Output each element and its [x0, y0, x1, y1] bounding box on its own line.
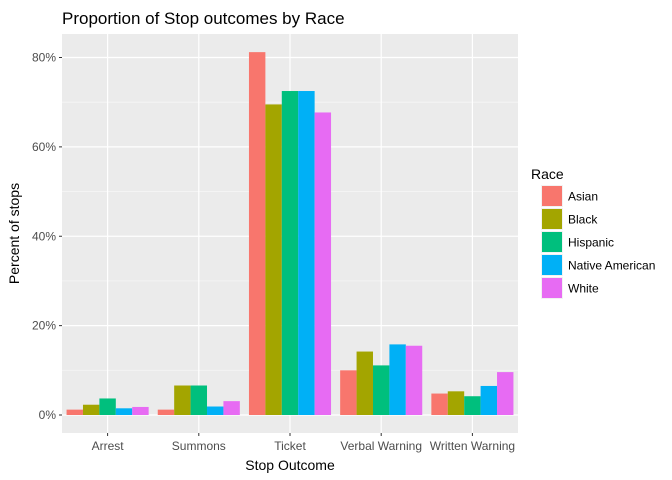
- x-tick-label: Written Warning: [430, 439, 515, 453]
- chart-title: Proportion of Stop outcomes by Race: [62, 9, 345, 28]
- bar-written-warning-black: [447, 391, 465, 415]
- legend-swatch: [542, 186, 562, 206]
- legend-title: Race: [531, 166, 564, 182]
- y-tick-label: 40%: [32, 229, 56, 243]
- bar-arrest-native-american: [115, 408, 133, 415]
- bar-verbal-warning-asian: [340, 370, 357, 415]
- bar-summons-white: [223, 401, 240, 415]
- bar-arrest-hispanic: [99, 398, 116, 415]
- x-tick-label: Arrest: [92, 439, 125, 453]
- y-axis-title: Percent of stops: [6, 183, 22, 284]
- bar-summons-native-american: [207, 406, 224, 415]
- legend-label: Hispanic: [568, 236, 614, 250]
- legend: Race Asian Black Hispanic Native American Wh…: [531, 166, 655, 299]
- bar-ticket-black: [265, 104, 282, 415]
- bar-arrest-asian: [66, 409, 83, 415]
- bar-summons-hispanic: [190, 385, 208, 415]
- bars: [66, 52, 514, 415]
- legend-swatch: [542, 255, 562, 275]
- y-tick-label: 80%: [32, 51, 56, 65]
- x-axis: Arrest Summons Ticket Verbal Warning Written…: [92, 433, 515, 453]
- bar-summons-black: [174, 385, 191, 415]
- bar-written-warning-hispanic: [464, 396, 481, 415]
- bar-verbal-warning-white: [405, 345, 423, 415]
- bar-arrest-white: [132, 406, 149, 415]
- bar-ticket-hispanic: [281, 91, 299, 415]
- bar-verbal-warning-black: [356, 351, 373, 415]
- legend-label: White: [568, 282, 599, 296]
- bar-written-warning-white: [497, 372, 514, 415]
- y-axis: 0% 20% 40% 60% 80%: [32, 51, 62, 422]
- legend-swatch: [542, 232, 562, 252]
- x-tick-label: Summons: [172, 439, 226, 453]
- bar-written-warning-asian: [431, 393, 448, 415]
- x-axis-title: Stop Outcome: [245, 457, 335, 473]
- legend-swatch: [542, 278, 562, 298]
- bar-ticket-asian: [248, 52, 266, 415]
- legend-label: Asian: [568, 190, 598, 204]
- legend-swatch: [542, 209, 562, 229]
- bar-written-warning-native-american: [480, 385, 498, 415]
- y-tick-label: 60%: [32, 140, 56, 154]
- bar-ticket-native-american: [298, 91, 315, 415]
- bar-verbal-warning-hispanic: [372, 365, 390, 415]
- bar-summons-asian: [157, 409, 175, 415]
- x-tick-label: Verbal Warning: [340, 439, 422, 453]
- x-tick-label: Ticket: [274, 439, 306, 453]
- y-tick-label: 20%: [32, 319, 56, 333]
- bar-verbal-warning-native-american: [389, 344, 406, 415]
- bar-ticket-white: [314, 112, 332, 415]
- bar-arrest-black: [82, 404, 100, 415]
- y-tick-label: 0%: [39, 408, 57, 422]
- legend-label: Native American: [568, 259, 655, 273]
- legend-label: Black: [568, 213, 598, 227]
- legend-items: Asian Black Hispanic Native American White: [541, 185, 655, 299]
